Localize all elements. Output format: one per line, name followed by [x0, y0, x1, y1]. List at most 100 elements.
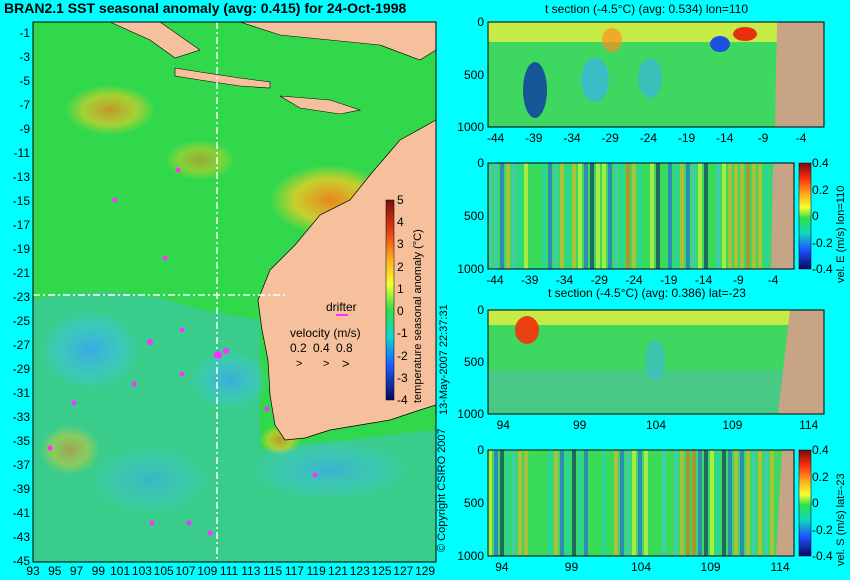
velocity-stripe	[494, 163, 498, 269]
velocity-stripe	[728, 450, 732, 556]
sst-colorbar-tick: -1	[397, 326, 408, 341]
velocity-stripe	[578, 163, 582, 269]
section-y-tick: 0	[477, 156, 484, 170]
velocity-colorbar-tick: -0.2	[812, 235, 833, 250]
map-cool-patch	[190, 350, 270, 410]
velocity-stripe	[644, 163, 648, 269]
velocity-stripe	[488, 450, 492, 556]
panel-vel-lon	[487, 162, 812, 270]
velocity-stripe	[716, 450, 720, 556]
velocity-stripe	[584, 163, 588, 269]
sst-colorbar-label: temperature seasonal anomaly (°C)	[412, 229, 424, 403]
velocity-stripe	[542, 163, 546, 269]
map-x-tick: 115	[263, 564, 283, 578]
section-y-tick: 500	[463, 209, 484, 223]
section-x-tick: 114	[799, 418, 819, 432]
panel-1-title: t section (-4.5°C) (avg: 0.534) lon=110	[545, 2, 749, 16]
velocity-stripe	[764, 450, 768, 556]
velocity-label: velocity (m/s)	[290, 326, 361, 340]
velocity-stripe	[548, 450, 552, 556]
map-frame	[32, 21, 437, 563]
section-x-tick: -34	[563, 131, 581, 145]
map-y-tick: -5	[19, 74, 30, 88]
velocity-stripe	[764, 163, 768, 269]
velocity-colorbar-tick: -0.4	[812, 262, 833, 276]
sst-colorbar-tick: -2	[397, 348, 408, 363]
map-y-tick: -15	[12, 194, 30, 208]
velocity-scale-3: 0.8	[336, 341, 353, 355]
velocity-stripe	[584, 450, 588, 556]
velocity-stripe	[608, 163, 612, 269]
velocity-stripe	[632, 163, 636, 269]
velocity-stripe	[590, 163, 594, 269]
section-x-tick: 99	[564, 560, 579, 574]
drifter-markers	[47, 167, 318, 536]
velocity-stripe	[680, 450, 684, 556]
velocity-stripe	[656, 450, 660, 556]
velocity-colorbar-tick: -0.2	[812, 522, 833, 537]
section-x-tick: -29	[601, 131, 619, 145]
section-x-tick: -39	[525, 131, 543, 145]
section-y-tick: 0	[477, 15, 484, 29]
map-x-tick: 111	[219, 564, 239, 578]
map-x-tick: 101	[110, 564, 131, 578]
section-x-tick: -9	[757, 131, 769, 145]
velocity-stripe	[572, 163, 576, 269]
map-y-tick: -7	[19, 98, 30, 112]
sst-colorbar-tick: 0	[397, 304, 404, 319]
velocity-stripe	[566, 450, 570, 556]
velocity-arrow-1: ˃	[296, 358, 302, 370]
velocity-stripe	[704, 163, 708, 269]
velocity-stripe	[698, 450, 702, 556]
velocity-stripe	[668, 450, 672, 556]
velocity-stripe	[758, 163, 762, 269]
section-x-tick: -4	[795, 131, 807, 145]
velocity-stripe	[494, 450, 498, 556]
velocity-stripe	[662, 163, 666, 269]
velocity-stripe	[734, 163, 738, 269]
velocity-stripe	[542, 450, 546, 556]
velocity-stripe	[692, 163, 696, 269]
velocity-colorbar-tick: -0.4	[812, 549, 833, 563]
velocity-stripe	[734, 450, 738, 556]
velocity-stripe	[602, 450, 606, 556]
section-x-tick: 99	[572, 418, 587, 432]
velocity-stripe	[728, 163, 732, 269]
velocity-stripe	[650, 450, 654, 556]
velocity-stripe	[530, 450, 534, 556]
map-y-tick: -29	[12, 362, 30, 376]
map-y-tick: -11	[13, 146, 30, 160]
velocity-stripe	[596, 450, 600, 556]
map-y-tick: -21	[12, 266, 30, 280]
vel-e-colorbar-label: vel. E (m/s) lon=110	[835, 185, 847, 283]
velocity-stripe	[506, 450, 510, 556]
velocity-stripe	[614, 450, 618, 556]
section-x-tick: -44	[486, 131, 505, 145]
map-y-tick: -45	[12, 554, 30, 568]
velocity-stripe	[626, 450, 630, 556]
panel-t-lat	[487, 309, 825, 415]
velocity-stripe	[608, 450, 612, 556]
map-x-tick: 119	[306, 564, 326, 578]
velocity-scale-2: 0.4	[313, 341, 330, 355]
section-y-tick: 1000	[457, 120, 484, 134]
map-x-tick: 123	[349, 564, 370, 578]
section-y-tick: 0	[477, 443, 484, 457]
vel-s-colorbar-label: vel. S (m/s) lat=-23	[835, 473, 847, 566]
velocity-stripe	[716, 163, 720, 269]
map-x-tick: 109	[197, 564, 218, 578]
map-x-tick: 113	[241, 564, 261, 578]
velocity-stripe	[536, 450, 540, 556]
sst-colorbar-tick: 3	[397, 237, 404, 252]
sst-colorbar-tick: -3	[397, 370, 408, 385]
velocity-stripe	[506, 163, 510, 269]
velocity-stripe	[554, 163, 558, 269]
velocity-stripe	[590, 450, 594, 556]
map-y-tick: -9	[19, 122, 30, 136]
velocity-stripe	[704, 450, 708, 556]
velocity-stripe	[560, 163, 564, 269]
velocity-stripe	[536, 163, 540, 269]
map-y-tick: -17	[12, 218, 30, 232]
velocity-stripe	[518, 163, 522, 269]
velocity-stripe	[638, 163, 642, 269]
